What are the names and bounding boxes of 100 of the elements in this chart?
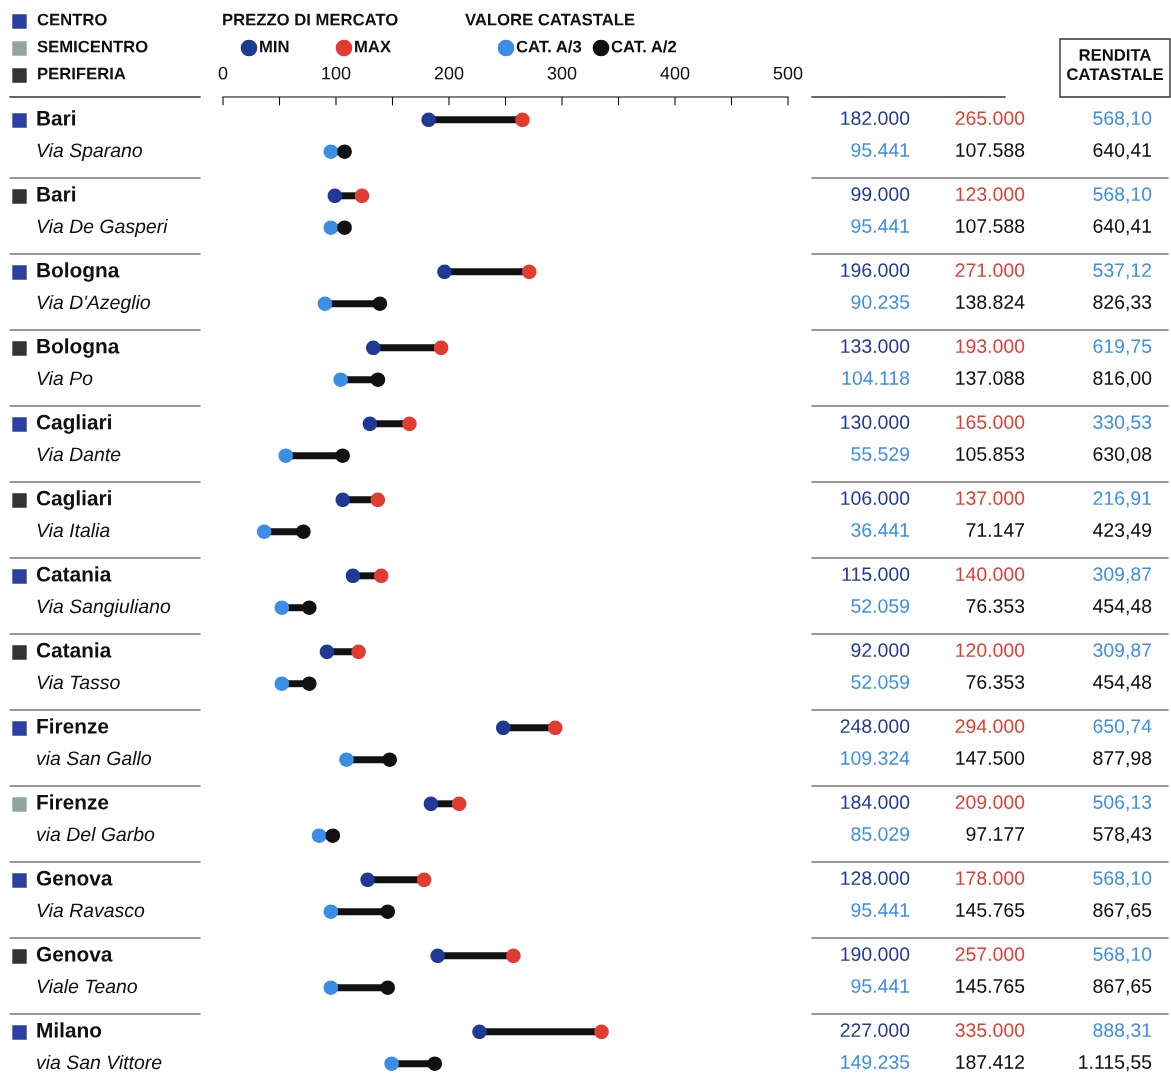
text: 133.000 — [841, 339, 910, 354]
legend-label: MIN — [260, 40, 289, 53]
legend-label: CAT. A/2 — [611, 40, 677, 53]
text: 187.412 — [956, 1055, 1025, 1069]
text: 106.000 — [841, 491, 910, 506]
text: 145.765 — [956, 903, 1025, 917]
text: 90.235 — [851, 295, 910, 309]
text: 826,33 — [1093, 295, 1152, 312]
text: 1.115,55 — [1079, 1055, 1152, 1072]
text: 123.000 — [956, 187, 1025, 202]
text: 130.000 — [841, 415, 910, 430]
text: 178.000 — [956, 871, 1025, 886]
text: 454,48 — [1092, 675, 1152, 692]
text: PREZZO DI MERCATO — [223, 13, 398, 26]
y-tick-label: Firenze via Del Garbo — [37, 794, 155, 842]
y-tick-label: Cagliari Via Italia — [36, 490, 111, 538]
legend-label: CAT. A/3 — [516, 40, 582, 53]
text: 867,65 — [1093, 903, 1152, 920]
text: 105.853 — [956, 447, 1025, 461]
legend-label: MAX — [355, 40, 391, 53]
x-tick-label: 100 — [322, 66, 351, 80]
text: 55.529 — [851, 447, 910, 461]
text: 265.000 — [955, 111, 1025, 126]
text: 140.000 — [956, 567, 1025, 582]
text: 650,74 — [1093, 719, 1152, 736]
x-tick-label: 300 — [547, 66, 577, 80]
text: 145.765 — [956, 979, 1025, 993]
text: 107.588 — [956, 219, 1025, 233]
text: 184.000 — [841, 795, 910, 810]
text: 816,00 — [1093, 371, 1152, 388]
y-tick-label: Genova Via Ravasco — [36, 870, 145, 918]
text: 335.000 — [955, 1023, 1025, 1038]
text: 36.441 — [851, 523, 910, 537]
text: 115.000 — [842, 567, 910, 582]
text: 209.000 — [955, 795, 1025, 810]
text: 568,10 — [1093, 111, 1152, 128]
text: 190.000 — [841, 947, 910, 962]
text: 568,10 — [1093, 187, 1152, 204]
text: 95.441 — [851, 903, 910, 917]
y-tick-label: Bari Via Sparano — [37, 110, 143, 162]
text: 257.000 — [955, 947, 1025, 962]
text: 92.000 — [851, 643, 910, 658]
text: 85.029 — [851, 827, 910, 841]
text: 309,87 — [1093, 567, 1152, 584]
text: 97.177 — [966, 827, 1025, 841]
text: 95.441 — [851, 143, 910, 157]
text: 104.118 — [842, 371, 910, 385]
text: 107.588 — [956, 143, 1025, 157]
y-tick-label: Milano via San Vittore — [37, 1022, 162, 1070]
text: 95.441 — [851, 219, 910, 233]
text: 193.000 — [956, 339, 1025, 354]
text: PERIFERIA — [38, 67, 126, 80]
text: 128.000 — [841, 871, 910, 886]
x-tick-label: 200 — [434, 66, 464, 80]
text: 95.441 — [851, 979, 910, 993]
text: 76.353 — [966, 675, 1025, 689]
text: 506,13 — [1093, 795, 1152, 812]
text: SEMICENTRO — [37, 40, 148, 53]
text: 640,41 — [1093, 143, 1152, 160]
text: 165.000 — [956, 415, 1025, 430]
y-tick-label: Catania Via Sangiuliano — [36, 566, 171, 618]
text: 294.000 — [955, 719, 1025, 734]
y-tick-label: Bari Via De Gasperi — [37, 186, 168, 238]
x-tick-label: 500 — [773, 66, 803, 80]
text: 423,49 — [1092, 523, 1152, 540]
y-tick-label: Bologna Via Po — [37, 338, 120, 386]
x-tick-label: 0 — [218, 66, 228, 80]
text: 454,48 — [1092, 599, 1152, 616]
text: 867,65 — [1093, 979, 1152, 996]
text: CENTRO — [37, 13, 107, 26]
text: 271.000 — [955, 263, 1025, 278]
text: 537,12 — [1093, 263, 1152, 280]
text: 149.235 — [841, 1055, 910, 1069]
text: 71.147 — [966, 523, 1025, 537]
x-tick-label: 400 — [660, 66, 690, 80]
text: 640,41 — [1093, 219, 1152, 236]
text: 52.059 — [851, 599, 910, 613]
y-tick-label: Genova Viale Teano — [36, 946, 138, 994]
text: 568,10 — [1093, 947, 1152, 964]
text: 109.324 — [841, 751, 910, 765]
text: 147.500 — [956, 751, 1025, 765]
text: 76.353 — [966, 599, 1025, 613]
text: 248.000 — [840, 719, 910, 734]
text: 877,98 — [1093, 751, 1152, 768]
text: 227.000 — [840, 1023, 910, 1038]
text: RENDITA CATASTALE — [1067, 49, 1163, 81]
text: 888,31 — [1093, 1023, 1152, 1040]
text: 568,10 — [1093, 871, 1152, 888]
y-tick-label: Catania Via Tasso — [36, 642, 120, 690]
y-tick-label: Cagliari Via Dante — [36, 414, 121, 462]
text: 182.000 — [841, 111, 910, 126]
text: 196.000 — [841, 263, 910, 278]
text: 138.824 — [956, 295, 1025, 309]
y-tick-label: Bologna Via D'Azeglio — [37, 262, 151, 314]
y-tick-label: Firenze via San Gallo — [37, 718, 152, 766]
text: 630,08 — [1093, 447, 1152, 464]
text: VALORE CATASTALE — [465, 13, 635, 26]
text: 52.059 — [851, 675, 910, 689]
text: 216,91 — [1093, 491, 1152, 508]
text: 330,53 — [1093, 415, 1152, 432]
